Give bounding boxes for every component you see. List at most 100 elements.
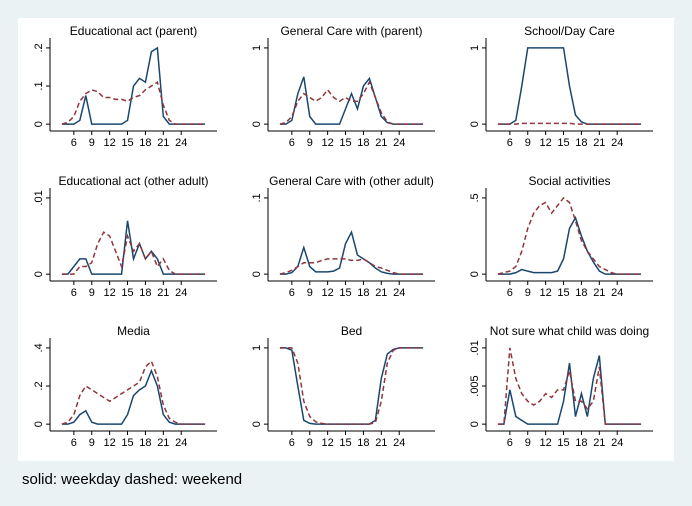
x-tick-label: 15 [121,437,133,449]
x-tick-label: 18 [139,437,151,449]
chart-title: Educational act (other adult) [58,174,208,188]
x-tick-label: 6 [289,437,295,449]
x-tick-label: 24 [175,437,187,449]
x-tick-label: 21 [375,137,387,149]
x-tick-label: 9 [525,437,531,449]
y-tick-label: 0 [469,421,481,427]
x-tick-label: 12 [104,287,116,299]
x-tick-label: 6 [289,287,295,299]
x-tick-label: 15 [339,437,351,449]
series-line [279,347,424,425]
x-tick-label: 9 [525,137,531,149]
x-tick-label: 15 [121,287,133,299]
y-tick-label: 0 [251,271,263,277]
x-tick-label: 24 [611,287,623,299]
x-tick-label: 15 [339,287,351,299]
x-tick-label: 12 [540,137,552,149]
series-line [279,258,424,275]
y-tick-label: 0 [33,421,45,427]
x-tick-label: 12 [104,137,116,149]
series-line [497,355,642,425]
x-tick-label: 9 [89,287,95,299]
x-tick-label: 24 [175,287,187,299]
y-tick-label: 1 [469,45,481,51]
x-tick-label: 18 [357,287,369,299]
x-tick-label: 9 [89,437,95,449]
y-tick-label: 0 [251,421,263,427]
x-tick-label: 12 [322,137,334,149]
y-tick-label: 0 [33,121,45,127]
x-tick-label: 21 [157,137,169,149]
x-tick-label: 24 [611,437,623,449]
x-tick-label: 12 [540,437,552,449]
x-tick-label: 15 [339,137,351,149]
y-tick-label: .5 [469,193,481,202]
series-line [61,46,206,125]
y-tick-label: .2 [33,43,45,52]
x-tick-label: 6 [71,437,77,449]
series-line [497,347,642,425]
chart-title: General Care with (parent) [280,24,422,38]
y-tick-label: 0 [469,271,481,277]
x-tick-label: 24 [393,437,405,449]
x-tick-label: 6 [507,137,513,149]
x-tick-label: 21 [375,437,387,449]
x-tick-label: 18 [357,137,369,149]
x-tick-label: 24 [175,137,187,149]
y-tick-label: 0 [33,271,45,277]
series-line [279,230,424,275]
x-tick-label: 6 [507,287,513,299]
chart-title: Social activities [528,174,610,188]
x-tick-label: 15 [121,137,133,149]
x-tick-label: 9 [307,137,313,149]
x-tick-label: 9 [307,437,313,449]
y-tick-label: 1 [251,45,263,51]
x-tick-label: 24 [393,287,405,299]
x-tick-label: 9 [307,287,313,299]
x-tick-label: 12 [104,437,116,449]
series-line [61,81,206,125]
x-tick-label: 18 [139,137,151,149]
x-tick-label: 9 [89,137,95,149]
chart-title: Bed [341,324,362,338]
x-tick-label: 24 [393,137,405,149]
x-tick-label: 15 [557,287,569,299]
y-tick-label: .005 [469,375,481,396]
chart-title: Educational act (parent) [70,24,197,38]
plot-region [18,18,674,461]
x-tick-label: 12 [540,287,552,299]
series-line [61,231,206,275]
y-tick-label: .01 [33,190,45,205]
chart-title: Not sure what child was doing [490,324,649,338]
series-line [497,215,642,275]
x-tick-label: 21 [593,137,605,149]
x-tick-label: 6 [71,137,77,149]
series-line [497,196,642,275]
x-tick-label: 18 [575,437,587,449]
x-tick-label: 18 [575,137,587,149]
y-tick-label: 1 [251,345,263,351]
series-line [61,359,206,425]
x-tick-label: 12 [322,437,334,449]
y-tick-label: 0 [251,121,263,127]
x-tick-label: 21 [157,287,169,299]
x-tick-label: 9 [525,287,531,299]
x-tick-label: 6 [507,437,513,449]
x-tick-label: 21 [375,287,387,299]
y-tick-label: .01 [469,340,481,355]
x-tick-label: 6 [289,137,295,149]
y-tick-label: .2 [33,381,45,390]
x-tick-label: 24 [611,137,623,149]
y-tick-label: .4 [33,343,45,352]
chart-title: Media [117,324,150,338]
x-tick-label: 18 [357,437,369,449]
y-tick-label: .1 [251,193,263,202]
x-tick-label: 18 [139,287,151,299]
series-line [279,80,424,125]
x-tick-label: 18 [575,287,587,299]
note: solid: weekday dashed: weekend [22,471,242,488]
x-tick-label: 12 [322,287,334,299]
x-tick-label: 21 [593,287,605,299]
x-tick-label: 21 [157,437,169,449]
